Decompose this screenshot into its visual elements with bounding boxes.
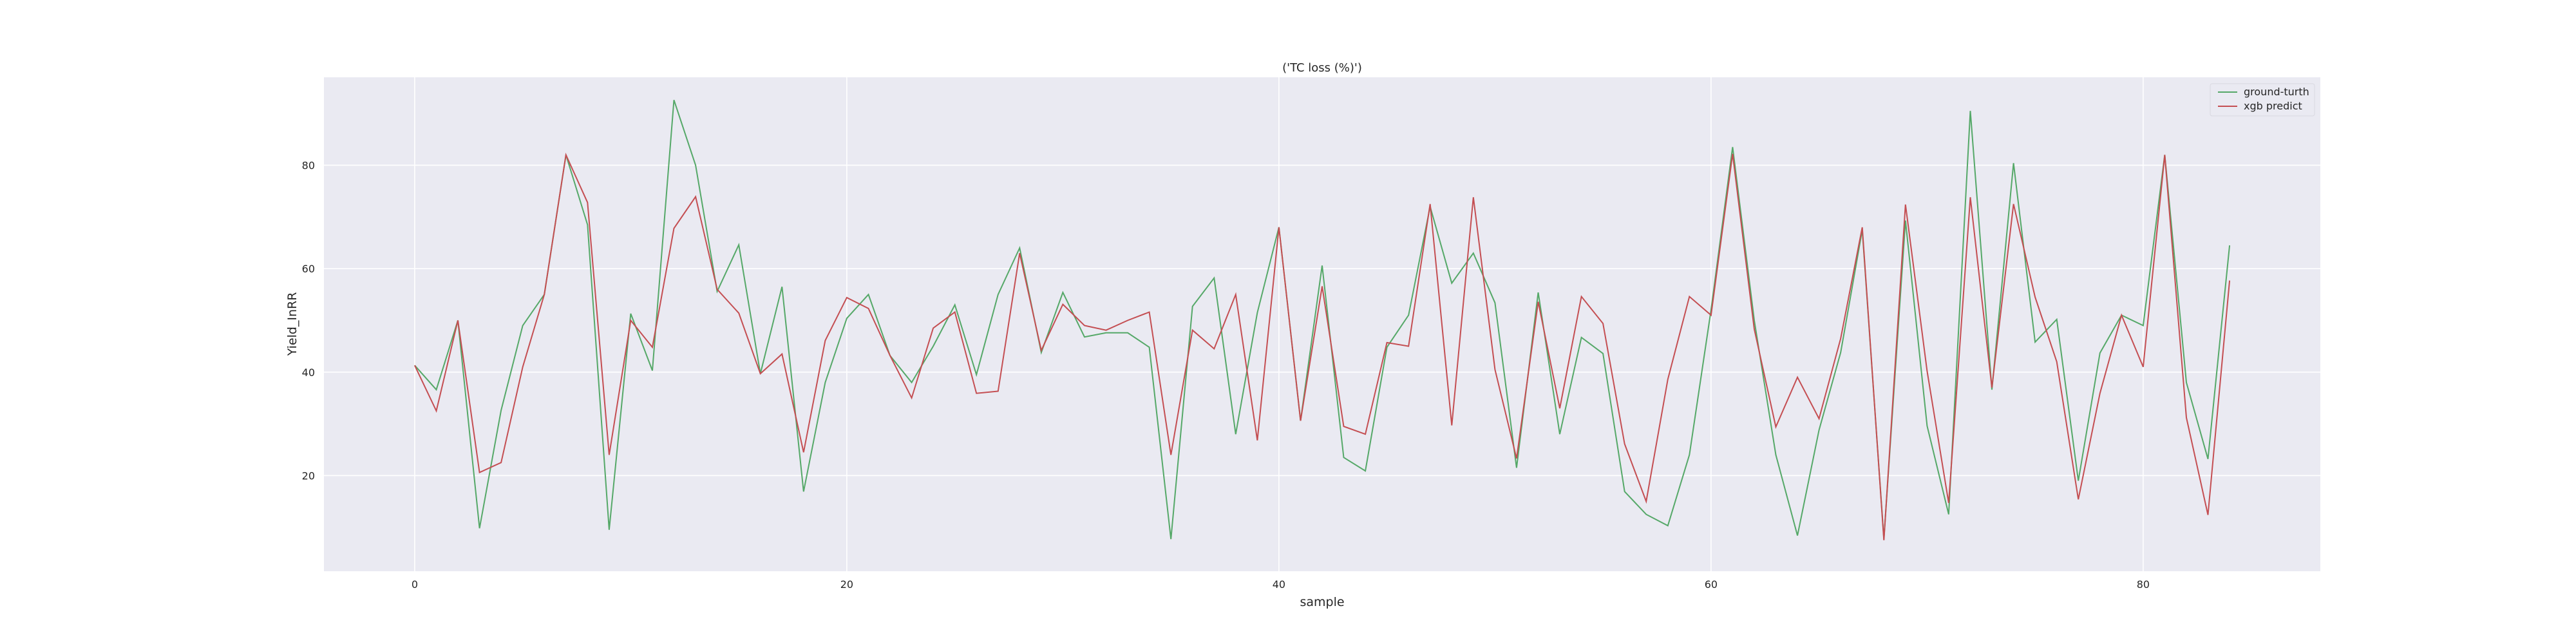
x-tick-label: 40: [1273, 578, 1285, 591]
y-tick-label: 20: [302, 469, 315, 482]
chart-title: ('TC loss (%)'): [1282, 61, 1362, 75]
series-lines: [413, 99, 2231, 540]
x-axis-label: sample: [1300, 595, 1344, 609]
legend-label-ground-turth: ground-turth: [2244, 86, 2309, 98]
series-line-xgb-predict: [413, 153, 2231, 540]
x-tick-label: 80: [2137, 578, 2150, 591]
x-tick-labels: 0 20 40 60 80: [412, 578, 2150, 591]
series-line-ground-turth: [414, 99, 2231, 540]
y-tick-label: 80: [302, 160, 315, 172]
plot-background: [324, 77, 2320, 571]
y-tick-label: 40: [302, 366, 315, 379]
x-tick-label: 0: [412, 578, 418, 591]
legend: ground-turth xgb predict: [2210, 83, 2315, 117]
y-tick-labels: 20 40 60 80: [302, 160, 315, 482]
x-tick-label: 20: [840, 578, 853, 591]
y-axis-label: Yield_InRR: [285, 292, 299, 357]
x-tick-label: 60: [1705, 578, 1718, 591]
legend-label-xgb-predict: xgb predict: [2244, 100, 2302, 112]
y-tick-label: 60: [302, 263, 315, 275]
